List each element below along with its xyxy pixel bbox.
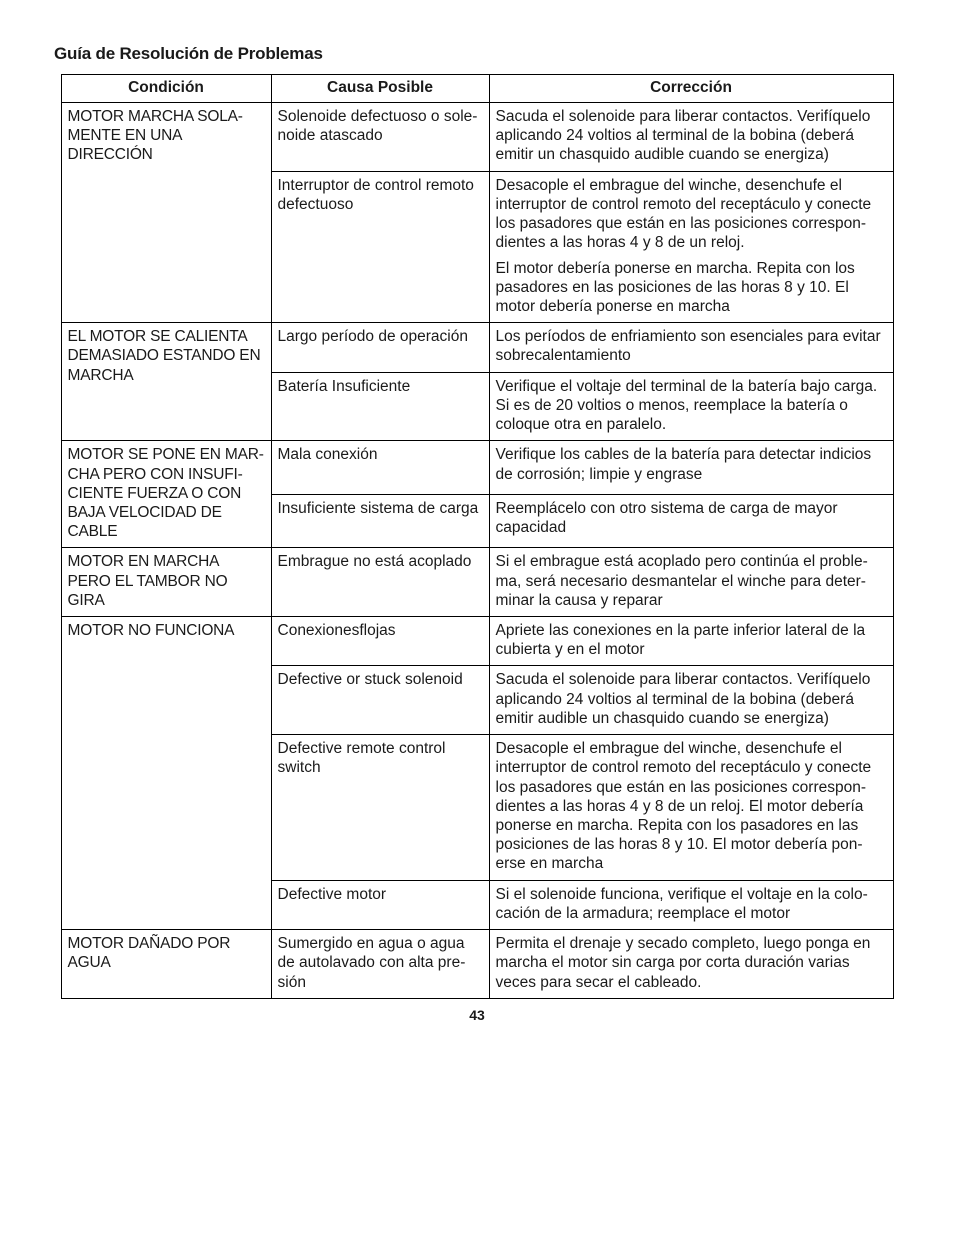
cell-cause: Interruptor de control remoto defectuoso [271, 171, 489, 323]
cell-condition: EL MOTOR SE CALIENTA DEMASIADO ESTANDO E… [61, 323, 271, 441]
header-cause: Causa Posible [271, 75, 489, 103]
cell-cause: Sumergido en agua o agua de autolavado c… [271, 930, 489, 999]
cell-cause: Insuficiente sistema de carga [271, 494, 489, 548]
cell-cause: Defective or stuck solenoid [271, 666, 489, 735]
cell-condition: MOTOR DAÑADO POR AGUA [61, 930, 271, 999]
cell-fix: Sacuda el solenoide para liberar contact… [489, 666, 893, 735]
cell-cause: Embrague no está acoplado [271, 548, 489, 617]
header-correction: Corrección [489, 75, 893, 103]
table-header-row: Condición Causa Posible Corrección [61, 75, 893, 103]
page-title: Guía de Resolución de Problemas [54, 44, 906, 64]
table-row: MOTOR SE PONE EN MAR-CHA PERO CON INSUFI… [61, 441, 893, 495]
cell-condition: MOTOR SE PONE EN MAR-CHA PERO CON INSUFI… [61, 441, 271, 548]
cell-fix: Reemplácelo con otro sistema de carga de… [489, 494, 893, 548]
cell-fix: Verifique el voltaje del terminal de la … [489, 372, 893, 441]
cell-condition: MOTOR NO FUNCIONA [61, 617, 271, 930]
cell-cause: Solenoide defectuoso o sole-noide atasca… [271, 103, 489, 172]
table-row: MOTOR NO FUNCIONA Conexionesflojas Aprie… [61, 617, 893, 666]
cell-cause: Defective remote control switch [271, 735, 489, 881]
cell-fix: Desacople el embrague del winche, desenc… [489, 735, 893, 881]
cell-condition: MOTOR MARCHA SOLA-MENTE EN UNA DIRECCIÓN [61, 103, 271, 323]
cell-cause: Mala conexión [271, 441, 489, 495]
page-number: 43 [48, 1007, 906, 1023]
cell-cause: Conexionesflojas [271, 617, 489, 666]
table-row: MOTOR EN MARCHA PERO EL TAMBOR NO GIRA E… [61, 548, 893, 617]
cell-cause: Defective motor [271, 880, 489, 929]
cell-fix: Desacople el embrague del winche, desenc… [489, 171, 893, 323]
cell-fix: Sacuda el solenoide para liberar contact… [489, 103, 893, 172]
cell-cause: Largo período de operación [271, 323, 489, 372]
cell-fix: Si el embrague está acoplado pero contin… [489, 548, 893, 617]
cell-fix: Verifique los cables de la batería para … [489, 441, 893, 495]
cell-fix: Permita el drenaje y secado completo, lu… [489, 930, 893, 999]
cell-fix: Si el solenoide funciona, verifique el v… [489, 880, 893, 929]
table-row: EL MOTOR SE CALIENTA DEMASIADO ESTANDO E… [61, 323, 893, 372]
cell-condition: MOTOR EN MARCHA PERO EL TAMBOR NO GIRA [61, 548, 271, 617]
cell-cause: Batería Insuficiente [271, 372, 489, 441]
troubleshooting-table: Condición Causa Posible Corrección MOTOR… [61, 74, 894, 999]
table-row: MOTOR MARCHA SOLA-MENTE EN UNA DIRECCIÓN… [61, 103, 893, 172]
cell-fix: Apriete las conexiones en la parte infer… [489, 617, 893, 666]
header-condition: Condición [61, 75, 271, 103]
cell-fix: Los períodos de enfriamiento son esencia… [489, 323, 893, 372]
table-row: MOTOR DAÑADO POR AGUA Sumergido en agua … [61, 930, 893, 999]
